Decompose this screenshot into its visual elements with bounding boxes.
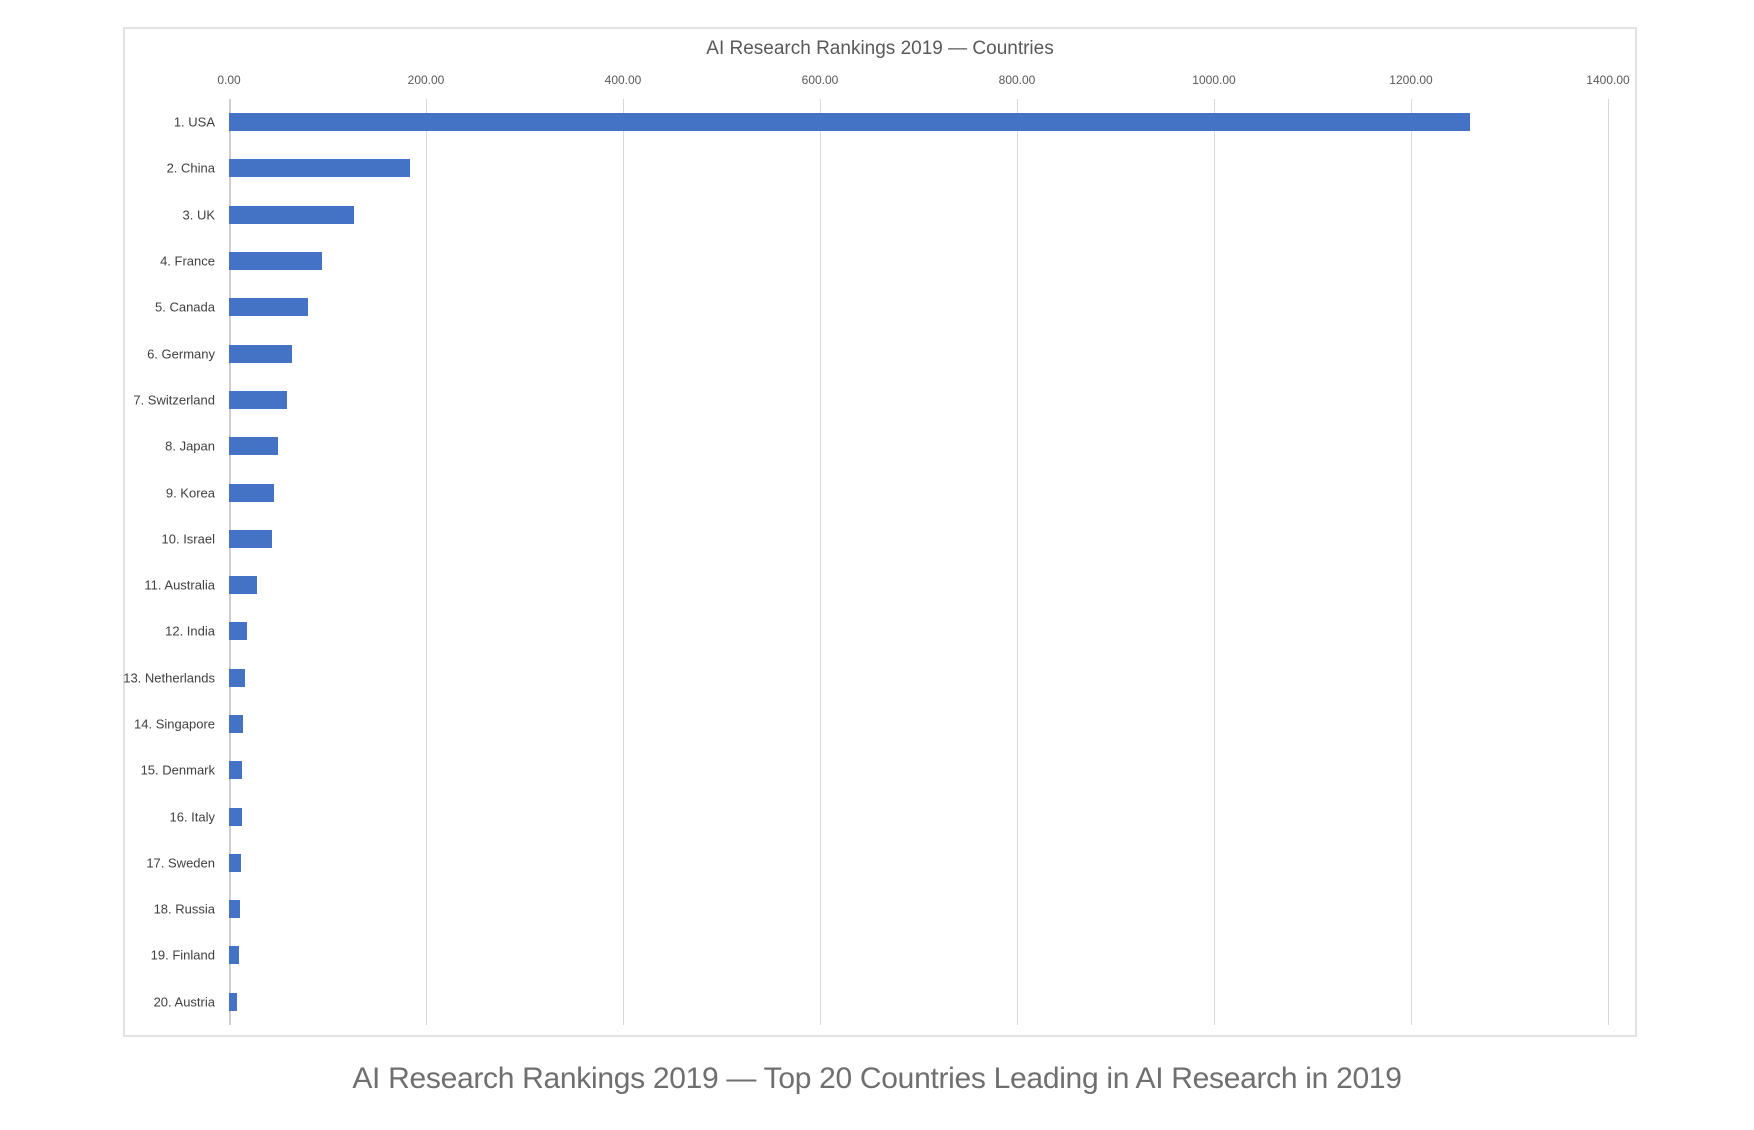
bar <box>229 344 293 363</box>
category-label: 3. UK <box>182 207 215 223</box>
category-label: 17. Sweden <box>146 855 215 871</box>
category-label: 6. Germany <box>147 346 215 362</box>
bar-row: 16. Italy <box>169 793 1608 839</box>
category-label: 14. Singapore <box>134 716 215 732</box>
bar <box>229 807 242 826</box>
x-tick-label: 0.00 <box>217 73 241 87</box>
bar-row: 8. Japan <box>165 423 1608 469</box>
y-axis-line <box>229 99 231 1025</box>
category-label: 2. China <box>166 160 215 176</box>
gridline <box>623 99 624 1025</box>
bar-row: 11. Australia <box>144 562 1608 608</box>
bar <box>229 298 308 317</box>
bar-row: 4. France <box>160 238 1608 284</box>
gridline <box>1214 99 1215 1025</box>
plot-area: 0.00 200.00 400.00 600.00 800.00 1000.00 1200.… <box>123 73 1630 1025</box>
bar <box>229 576 257 595</box>
bar <box>229 761 243 780</box>
category-label: 16. Italy <box>169 809 215 825</box>
bar-row: 2. China <box>167 145 1608 191</box>
x-tick-label: 1400.00 <box>1586 73 1630 87</box>
bar <box>229 113 1471 132</box>
bar-row: 12. India <box>165 608 1608 654</box>
bar-row: 17. Sweden <box>146 840 1608 886</box>
category-label: 12. India <box>165 623 215 639</box>
bar-row: 1. USA <box>174 99 1608 145</box>
bar-row: 20. Austria <box>154 979 1608 1025</box>
bar-row: 15. Denmark <box>141 747 1608 793</box>
category-label: 20. Austria <box>153 994 215 1010</box>
x-tick-label: 1200.00 <box>1389 73 1433 87</box>
bar <box>229 483 275 502</box>
gridline <box>1608 99 1609 1025</box>
figure-caption: AI Research Rankings 2019 — Top 20 Count… <box>352 1062 1402 1095</box>
category-label: 4. France <box>160 253 215 269</box>
category-label: 10. Israel <box>161 531 215 547</box>
category-label: 5. Canada <box>155 299 215 315</box>
bar-row: 5. Canada <box>155 284 1608 330</box>
gridline <box>820 99 821 1025</box>
x-tick-label: 800.00 <box>998 73 1036 87</box>
category-label: 9. Korea <box>165 485 215 501</box>
category-label: 7. Switzerland <box>133 392 215 408</box>
bar-row: 9. Korea <box>166 469 1608 515</box>
bar <box>229 992 237 1011</box>
bar-row: 7. Switzerland <box>133 377 1608 423</box>
category-label: 15. Denmark <box>140 762 215 778</box>
category-label: 18. Russia <box>153 901 215 917</box>
x-tick-label: 600.00 <box>801 73 839 87</box>
bar-rows: 1. USA 2. China 3. UK 4. France 5. Canada 6. … <box>123 99 1608 1025</box>
category-label: 11. Australia <box>144 577 215 593</box>
category-label: 19. Finland <box>150 947 215 963</box>
bar <box>229 390 288 409</box>
bar <box>229 252 322 271</box>
x-tick-label: 400.00 <box>604 73 642 87</box>
category-label: 8. Japan <box>165 438 215 454</box>
bar-row: 3. UK <box>182 192 1608 238</box>
bar <box>229 853 241 872</box>
gridline <box>1411 99 1412 1025</box>
gridline <box>426 99 427 1025</box>
bar <box>229 668 245 687</box>
bar <box>229 159 411 178</box>
bar <box>229 437 279 456</box>
x-tick-label: 1000.00 <box>1192 73 1236 87</box>
bar <box>229 715 243 733</box>
bar-row: 10. Israel <box>162 516 1608 562</box>
chart-panel: AI Research Rankings 2019 — Countries 0.… <box>123 27 1637 1037</box>
bar-row: 14. Singapore <box>134 701 1608 747</box>
bar-row: 18. Russia <box>154 886 1608 932</box>
category-label: 13. Netherlands <box>123 670 215 686</box>
bar-row: 13. Netherlands <box>123 655 1608 701</box>
bar <box>229 946 239 965</box>
bar <box>229 622 247 641</box>
bar <box>229 900 240 919</box>
gridline <box>1017 99 1018 1025</box>
bar <box>229 205 355 224</box>
bar-row: 19. Finland <box>151 932 1608 978</box>
bar-row: 6. Germany <box>147 330 1608 376</box>
chart-title: AI Research Rankings 2019 — Countries <box>706 38 1054 59</box>
x-tick-label: 200.00 <box>407 73 445 87</box>
category-label: 1. USA <box>173 114 215 130</box>
bar <box>229 529 273 548</box>
